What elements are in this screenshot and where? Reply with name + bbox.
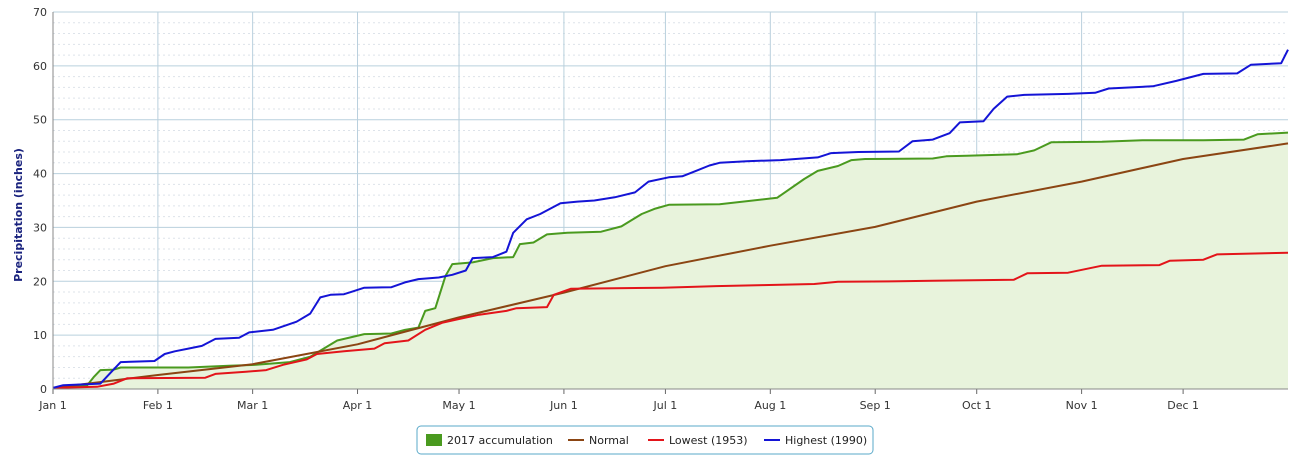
- x-tick-label: May 1: [442, 399, 475, 412]
- legend-label: Lowest (1953): [669, 434, 748, 447]
- y-tick-label: 20: [33, 275, 47, 288]
- x-tick-label: Nov 1: [1066, 399, 1098, 412]
- legend-box: [416, 425, 874, 455]
- y-tick-label: 60: [33, 60, 47, 73]
- x-tick-label: Sep 1: [860, 399, 891, 412]
- axes-layer: 0 10 20 30 40 50 60 70 Jan 1 Feb 1 Mar 1 Apr 1 May 1…: [33, 6, 1288, 412]
- series-layer: [52, 49, 1289, 389]
- series-area-2017-accumulation: [53, 132, 1288, 389]
- series-line-2017-accumulation: [52, 131, 1289, 389]
- y-tick-label: 30: [33, 221, 47, 234]
- legend-label: Highest (1990): [785, 434, 867, 447]
- legend: 2017 accumulation Normal Lowest (1953) High…: [416, 425, 874, 455]
- y-tick-label: 70: [33, 6, 47, 19]
- y-tick-label: 50: [33, 114, 47, 127]
- y-tick-label: 40: [33, 168, 47, 181]
- x-tick-label: Jun 1: [549, 399, 578, 412]
- y-tick-label: 10: [33, 329, 47, 342]
- x-tick-label: Dec 1: [1167, 399, 1199, 412]
- y-tick-label: 0: [40, 383, 47, 396]
- x-tick-label: Feb 1: [143, 399, 173, 412]
- legend-label: 2017 accumulation: [447, 434, 553, 447]
- x-tick-label: Jan 1: [38, 399, 66, 412]
- legend-swatch: [426, 434, 442, 446]
- x-tick-label: Oct 1: [962, 399, 992, 412]
- series-line-normal: [52, 142, 1289, 389]
- x-tick-label: Mar 1: [237, 399, 268, 412]
- series-line-lowest-1953: [52, 251, 1289, 389]
- x-tick-label: Aug 1: [754, 399, 786, 412]
- legend-label: Normal: [589, 434, 629, 447]
- x-tick-label: Jul 1: [653, 399, 678, 412]
- x-tick-label: Apr 1: [343, 399, 373, 412]
- series-line-highest-1990: [52, 49, 1289, 389]
- y-axis-label: Precipitation (inches): [12, 148, 25, 282]
